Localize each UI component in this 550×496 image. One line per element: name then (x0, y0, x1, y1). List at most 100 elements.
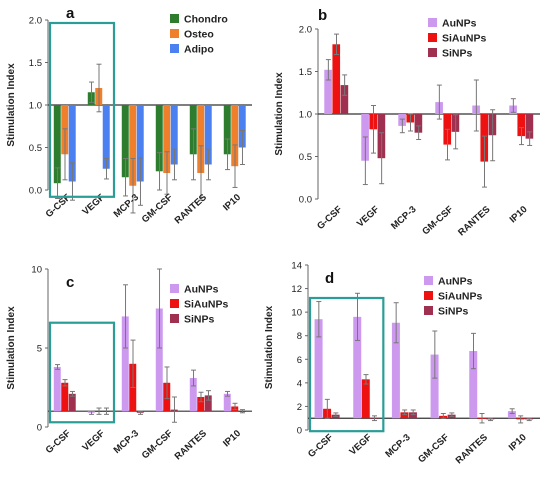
panel-letter: d (325, 270, 334, 287)
x-tick-label: G-CSF (44, 428, 73, 456)
panel-b: 0.0 0.5 1.0 1.5 2.0 Stimulation Index G-CSF VEG… (274, 7, 540, 238)
bar-aunps-rantes (469, 351, 478, 419)
y-tick-label: 0.5 (29, 143, 42, 154)
bar-osteo-rantes (197, 105, 205, 173)
legend-swatch (170, 14, 179, 23)
legend-label: SiNPs (438, 306, 469, 318)
panel-letter: c (66, 274, 74, 291)
legend-label: Osteo (184, 29, 214, 41)
x-tick-label: IP10 (221, 192, 243, 213)
highlight-box (48, 321, 116, 424)
y-tick-label: 0.0 (29, 186, 42, 197)
bar-osteo-mcp-3 (129, 105, 137, 186)
panel-c: 0 5 10 Stimulation Index G-CSF VEGF MCP-3GM-CS… (6, 265, 252, 462)
bar-siaunps-ip10 (517, 114, 526, 137)
bar-aunps-ip10 (507, 411, 516, 419)
bar-chondro-g-csf (53, 105, 61, 184)
bar-siaunps-g-csf (61, 382, 69, 412)
x-tick-label: VEGF (355, 204, 382, 230)
y-tick-label: 1.5 (299, 67, 312, 78)
bar-adipo-g-csf (68, 105, 76, 182)
highlight-box (48, 21, 116, 198)
legend-label: AuNPs (442, 18, 477, 30)
legend-label: SiAuNPs (438, 291, 483, 303)
legend-label: AuNPs (184, 284, 219, 296)
bar-siaunps-rantes (197, 396, 205, 412)
legend-label: Chondro (184, 14, 228, 26)
x-tick-label: MCP-3 (383, 432, 412, 460)
bar-siaunps-mcp-3 (400, 412, 409, 419)
y-tick-label: 1.0 (29, 101, 42, 112)
bar-aunps-g-csf (53, 366, 61, 412)
bar-sinps-g-csf (68, 393, 76, 412)
bar-aunps-gm-csf (155, 308, 163, 412)
bar-aunps-rantes (189, 378, 197, 412)
y-tick-label: 2.0 (29, 16, 42, 27)
legend-swatch (428, 48, 437, 57)
bar-aunps-vegf (353, 316, 362, 419)
bar-adipo-mcp-3 (136, 105, 144, 182)
y-tick-label: 6 (297, 355, 302, 366)
legend-label: Adipo (184, 44, 214, 56)
bar-adipo-vegf (102, 105, 110, 169)
x-tick-label: RANTES (173, 192, 209, 226)
legend-swatch (424, 306, 433, 315)
legend-swatch (428, 33, 437, 42)
x-tick-label: VEGF (347, 432, 374, 458)
legend-swatch (170, 299, 179, 308)
x-tick-label: GM-CSF (416, 432, 451, 465)
y-tick-label: 10 (31, 265, 42, 276)
bar-aunps-gm-csf (430, 354, 439, 419)
y-tick-label: 0 (297, 426, 302, 437)
y-tick-label: 0.0 (299, 195, 312, 206)
legend-swatch (428, 18, 437, 27)
y-axis-label: Stimulation Index (6, 306, 17, 390)
x-tick-label: RANTES (173, 428, 209, 462)
bar-siaunps-g-csf (332, 44, 341, 114)
legend-swatch (170, 29, 179, 38)
legend-swatch (424, 291, 433, 300)
bar-chondro-gm-csf (155, 105, 163, 172)
legend-label: SiAuNPs (442, 33, 487, 45)
legend-swatch (170, 314, 179, 323)
bar-sinps-mcp-3 (414, 114, 423, 133)
legend-label: SiNPs (184, 314, 215, 326)
panel-letter: b (318, 7, 327, 24)
bar-sinps-g-csf (340, 85, 349, 114)
x-tick-label: G-CSF (306, 432, 335, 460)
x-tick-label: IP10 (221, 428, 243, 449)
bar-chondro-mcp-3 (121, 105, 129, 178)
y-tick-label: 2.0 (299, 25, 312, 36)
bar-osteo-ip10 (231, 105, 239, 167)
highlight-box (308, 296, 385, 433)
y-tick-label: 14 (291, 261, 302, 272)
y-tick-label: 1.5 (29, 58, 42, 69)
y-axis-label: Stimulation Index (6, 63, 17, 147)
x-tick-label: MCP-3 (389, 204, 418, 232)
y-tick-label: 0 (37, 423, 42, 434)
y-tick-label: 12 (291, 284, 302, 295)
y-tick-label: 10 (291, 308, 302, 319)
x-tick-label: GM-CSF (140, 192, 175, 225)
y-tick-label: 4 (297, 378, 302, 389)
panel-letter: a (66, 5, 75, 22)
bar-aunps-ip10 (223, 393, 231, 412)
bar-sinps-rantes (204, 395, 212, 412)
bar-aunps-mcp-3 (391, 322, 400, 419)
x-tick-label: GM-CSF (420, 204, 455, 237)
legend-label: SiAuNPs (184, 299, 229, 311)
y-tick-label: 1.0 (299, 110, 312, 121)
legend-label: SiNPs (442, 48, 473, 60)
panel-d: 0 2 4 6 8 10 12 14 Stimulation Index G-CSF VEGF MCP… (264, 261, 540, 466)
bar-adipo-ip10 (238, 105, 246, 148)
bar-adipo-rantes (204, 105, 212, 165)
x-tick-label: VEGF (80, 428, 107, 454)
legend-label: AuNPs (438, 276, 473, 288)
x-tick-label: GM-CSF (140, 428, 175, 461)
y-tick-label: 0.5 (299, 152, 312, 163)
legend-swatch (170, 44, 179, 53)
bar-sinps-ip10 (525, 114, 534, 139)
bar-aunps-g-csf (314, 319, 323, 419)
